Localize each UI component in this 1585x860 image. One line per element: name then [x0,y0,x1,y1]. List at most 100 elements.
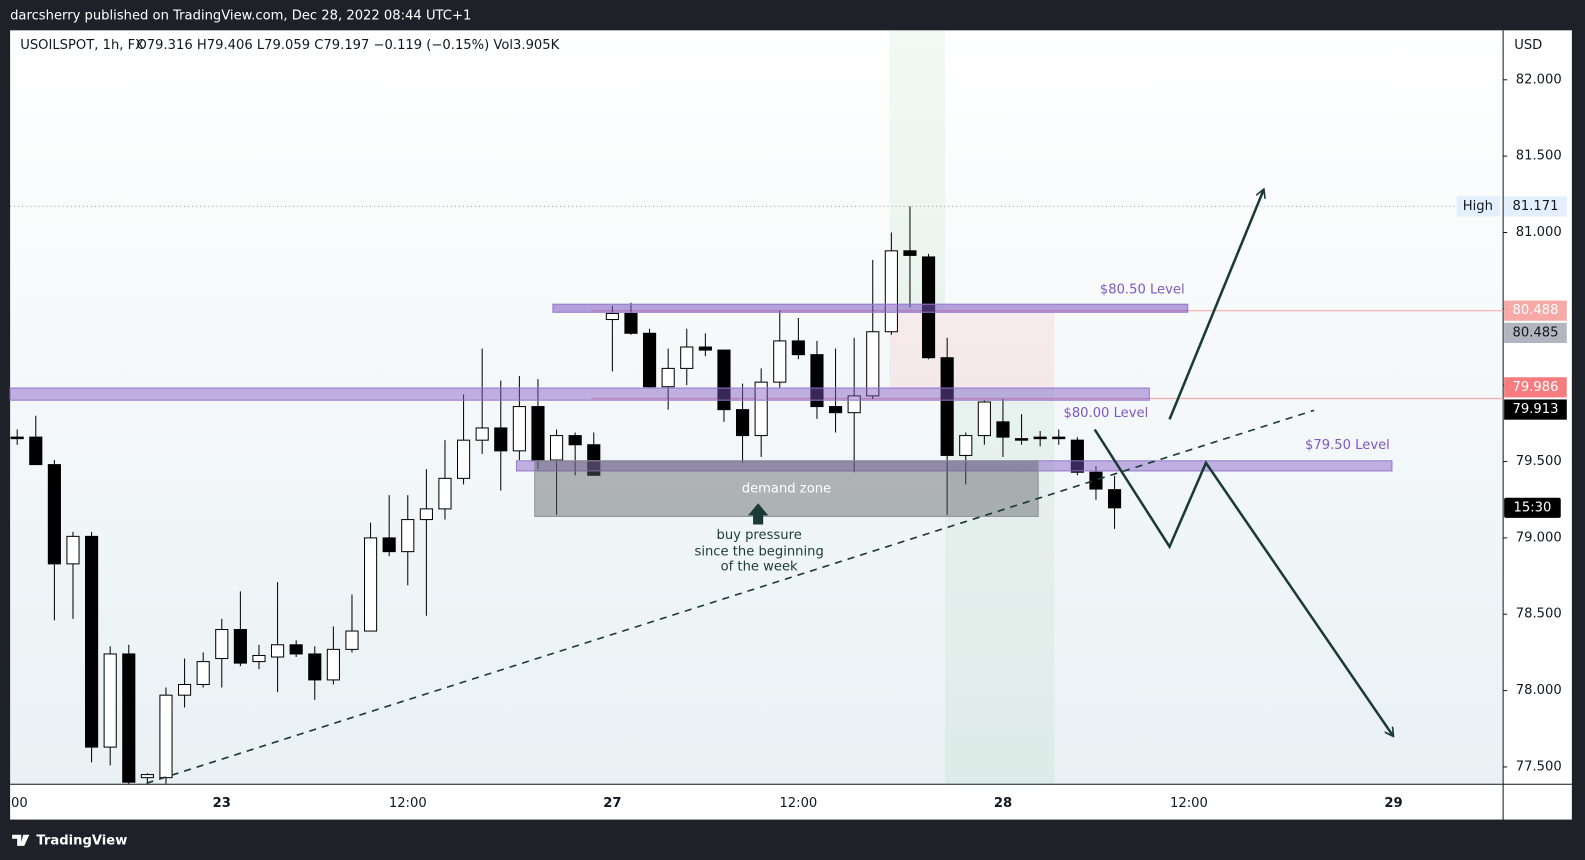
candle-body [828,406,843,414]
candle-body [791,340,805,356]
level-zone [9,387,1150,401]
candle-body [289,644,303,655]
candle-body [661,367,675,388]
y-tick-label: 81.000 [1516,225,1562,240]
level-label: $80.00 Level [1063,406,1148,421]
x-tick-label: 29 [1384,796,1402,811]
candle-body [140,774,154,779]
tag-label-box [1456,196,1501,217]
candle-body [103,653,117,748]
candle-body [364,537,378,632]
projection-arrow [1093,428,1393,735]
candle-body [717,349,731,411]
candle-body [457,439,471,479]
candle-body [10,436,24,440]
ohlc-legend: O79.316 H79.406 L79.059 C79.197 −0.119 (… [136,38,559,53]
candle-body [512,406,526,452]
candle-body [959,435,973,456]
candle-body [178,683,192,696]
price-tag [1504,322,1567,344]
candle-body [884,250,898,333]
candle-body [642,332,657,388]
candle-body [940,357,954,456]
candle-body [735,409,750,437]
zone-label: demand zone [742,482,831,497]
candle-body [382,537,396,553]
candle-body [85,535,99,748]
price-tag-label: 80.488 [1512,303,1558,318]
candle-body [345,630,359,650]
candle-body [47,464,61,565]
candle-body [903,250,917,256]
y-tick-label: 81.500 [1516,149,1562,164]
note: of the week [721,559,798,574]
price-tag [1504,300,1567,321]
candle-body [977,401,991,437]
candle-body [438,477,452,510]
candle-body [1014,438,1029,441]
candle-body [1052,436,1066,440]
demand-zone [534,460,1039,517]
y-tick-label: 79.000 [1516,530,1562,545]
x-tick-label: 28 [994,796,1012,811]
candle-body [568,435,582,446]
candle-body [773,340,787,383]
price-tag-label: 80.485 [1512,325,1558,340]
logo [12,834,30,846]
candle-body [605,312,619,321]
price-tag-label: 81.171 [1512,199,1558,214]
candle-body [698,346,712,351]
candle-body [531,406,545,461]
y-tick-label: 79.500 [1516,454,1562,469]
x-tick-label: 12:00 [779,796,817,811]
tag-label: High [1463,199,1493,214]
candle-body [1070,439,1084,473]
price-tag-label: 79.913 [1512,402,1558,417]
y-tick-label: 82.000 [1516,72,1562,87]
price-tag [1504,399,1567,420]
price-axis [1503,30,1572,820]
candle-body [996,421,1010,438]
candle-body [1033,436,1047,440]
x-tick-label: 12:00 [1170,796,1208,811]
candle-body [587,444,601,476]
candle-body [1089,471,1103,490]
candle-body [549,435,564,461]
candle-body [215,629,229,660]
candle-body [419,508,433,521]
countdown: 15:30 [1514,500,1552,515]
candle-body [308,653,322,681]
x-tick-label: :00 [7,796,28,811]
price-tag-label: 79.986 [1512,380,1558,395]
candle-body [29,436,43,466]
x-tick-label: 23 [213,796,231,811]
candle-body [122,653,136,783]
y-tick-label: 77.500 [1516,759,1562,774]
candle-body [326,648,340,681]
candle-body [401,519,415,553]
candle-body [252,654,266,663]
brand: TradingView [36,833,127,848]
price-tag [1504,196,1567,217]
candle-body [680,346,694,369]
level-label: $80.50 Level [1100,283,1185,298]
position-zone [889,311,1055,390]
candle-body [1107,489,1122,509]
candle-body [754,381,768,437]
projection-arrow [1168,190,1264,420]
pressure-arrow [748,503,769,525]
position-zone [889,30,946,312]
x-tick-label: 12:00 [389,796,427,811]
candle-body [866,331,880,397]
price-tag [1504,377,1567,398]
y-tick-label: 78.500 [1516,607,1562,622]
candle-body [271,644,285,658]
time-axis [10,784,1504,820]
candle-body [66,535,80,565]
publisher: darcsherry published on TradingView.com,… [10,9,471,24]
x-tick-label: 27 [603,796,621,811]
candle-body [624,312,638,334]
symbol: USOILSPOT, 1h, FX [20,38,144,53]
